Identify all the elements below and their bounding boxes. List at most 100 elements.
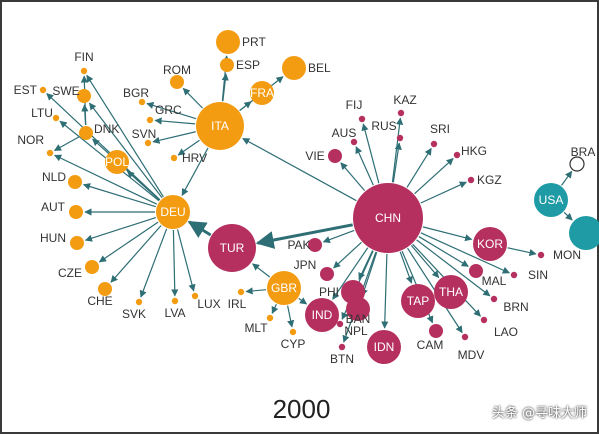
node-mlt: MLT <box>244 314 274 335</box>
node-circle <box>320 267 334 281</box>
node-circle <box>328 149 342 163</box>
node-tap: TAP <box>401 284 435 318</box>
node-irl: IRL <box>228 288 247 311</box>
node-circle <box>39 86 47 94</box>
node-label: AUT <box>41 200 66 214</box>
node-usa: USA <box>534 183 568 217</box>
node-label: VIE <box>305 149 324 163</box>
node-circle <box>397 109 405 117</box>
node-circle <box>338 343 346 351</box>
node-sin: SIN <box>510 268 548 282</box>
node-pak: PAK <box>287 238 322 252</box>
edge-ita-rom <box>182 87 203 109</box>
node-circle <box>569 216 599 250</box>
node-circle <box>534 183 568 217</box>
node-label: FIJ <box>346 98 363 112</box>
node-circle <box>308 238 322 252</box>
node-sri: SRI <box>430 122 450 148</box>
edge-deu-lva <box>171 229 179 297</box>
node-circle <box>367 330 401 364</box>
node-circle <box>282 56 306 80</box>
node-circle <box>170 154 178 162</box>
node-label: MON <box>553 248 581 262</box>
node-swe: SWE <box>52 84 91 103</box>
node-gbr: GBR <box>267 271 301 305</box>
node-circle <box>216 30 240 54</box>
node-circle <box>98 282 112 296</box>
node-label: LVA <box>165 306 186 320</box>
node-label: DNK <box>94 122 119 136</box>
edge-ita-bgr <box>146 101 197 120</box>
node-circle <box>473 227 507 261</box>
node-label: LTU <box>31 106 53 120</box>
node-dnk: DNK <box>79 122 119 140</box>
edge-chn-brn <box>416 239 491 297</box>
edge-ita-hrv <box>177 139 200 156</box>
edge-gbr-mlt <box>271 304 279 314</box>
node-tur: TUR <box>208 224 256 272</box>
node-circle <box>490 295 498 303</box>
node-label: ITA <box>211 119 229 133</box>
node-label: PRT <box>242 35 266 49</box>
node-circle <box>85 260 99 274</box>
node-cze: CZE <box>58 260 99 280</box>
node-circle <box>171 297 179 305</box>
node-pol: POL <box>105 150 129 174</box>
node-grc: GRC <box>146 103 182 124</box>
edge-chn-fij <box>361 123 380 184</box>
edge-deu-hun <box>84 216 157 242</box>
node-label: RUS <box>371 119 396 133</box>
node-svk: SVK <box>122 298 146 321</box>
edge-chn-tur <box>255 223 353 249</box>
node-label: KGZ <box>477 173 502 187</box>
node-circle <box>105 150 129 174</box>
node-circle <box>79 126 93 140</box>
edge-dnk-nor <box>53 136 80 151</box>
node-tha: THA <box>434 275 468 309</box>
node-label: LUX <box>197 297 220 311</box>
edge-chn-tha <box>410 245 440 279</box>
edge-chn-sin <box>420 232 510 274</box>
node-circle <box>220 58 234 72</box>
node-circle <box>70 236 84 250</box>
node-circle <box>429 324 443 338</box>
edge-chn-aus <box>355 146 374 186</box>
edge-chn-ban <box>360 252 378 297</box>
edge-ita-grc <box>154 117 196 125</box>
edge-ita-deu <box>181 147 209 196</box>
node-circle <box>305 298 339 332</box>
edges-layer <box>46 55 573 343</box>
node-label: SVK <box>122 307 146 321</box>
node-label: BRA <box>571 145 596 159</box>
edge-chn-ind <box>332 247 369 300</box>
edge-gbr-cyp <box>287 305 295 328</box>
node-label: BTN <box>330 352 354 366</box>
edge-deu-lux <box>176 229 196 292</box>
node-circle <box>469 264 483 278</box>
node-est: EST <box>14 83 47 97</box>
node-label: ROM <box>163 63 191 77</box>
node-circle <box>461 333 469 341</box>
node-label: DEU <box>160 205 185 219</box>
node-teal2 <box>569 216 599 250</box>
edge-deu-che <box>110 225 162 283</box>
node-label: MAL <box>482 274 507 288</box>
node-label: KOR <box>477 237 503 251</box>
node-label: HKG <box>461 144 487 158</box>
node-label: GBR <box>271 281 297 295</box>
edge-chn-rus <box>392 142 402 183</box>
node-circle <box>69 205 83 219</box>
node-circle <box>191 292 199 300</box>
node-label: NLD <box>42 170 66 184</box>
node-cyp: CYP <box>281 328 305 351</box>
node-circle <box>208 224 256 272</box>
node-label: HRV <box>182 151 207 165</box>
node-circle <box>396 134 404 142</box>
node-label: SWE <box>52 84 79 98</box>
node-label: KAZ <box>393 93 416 107</box>
edge-usa-teal2 <box>563 211 573 221</box>
node-aut: AUT <box>41 200 83 219</box>
node-circle <box>156 195 190 229</box>
edge-usa-bra <box>561 170 573 186</box>
node-lva: LVA <box>165 297 186 320</box>
